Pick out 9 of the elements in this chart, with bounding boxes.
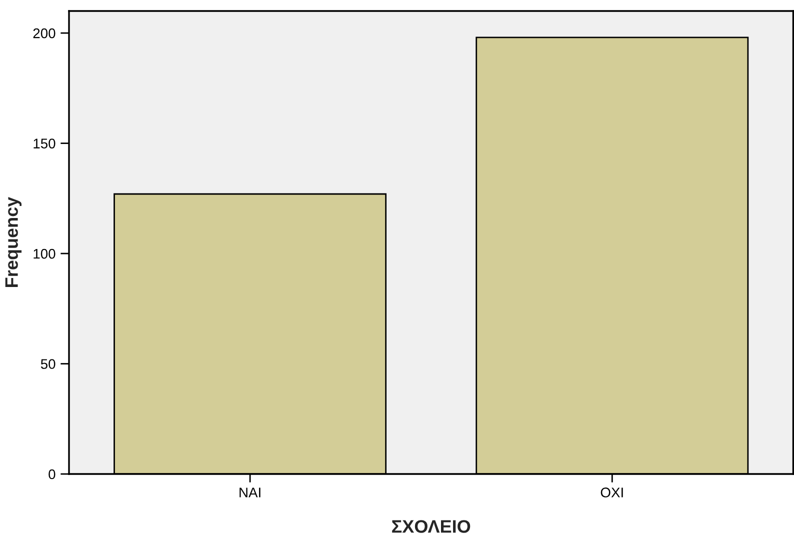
y-tick-label: 150 bbox=[34, 138, 56, 148]
y-axis-title: Frequency bbox=[5, 196, 22, 287]
y-tick-label: 200 bbox=[33, 28, 56, 38]
x-axis-title: ΣΧΟΛΕΙΟ bbox=[392, 520, 470, 533]
x-tick-label: ΝΑΙ bbox=[240, 488, 260, 498]
x-tick-label: ΟΧΙ bbox=[600, 488, 623, 498]
y-tick-label: 100 bbox=[34, 248, 56, 259]
y-tick-label: 50 bbox=[40, 359, 56, 369]
y-tick-label: 0 bbox=[48, 469, 56, 480]
